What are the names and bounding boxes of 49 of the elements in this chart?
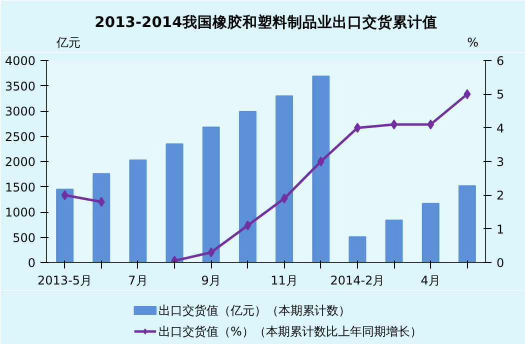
x-tick-label: 4月 bbox=[420, 274, 440, 288]
y-tick-label: 2500 bbox=[4, 130, 36, 144]
bar bbox=[276, 95, 294, 262]
y-tick-label: 3000 bbox=[4, 104, 36, 118]
x-tick-label: 11月 bbox=[270, 274, 298, 288]
bar bbox=[238, 111, 256, 262]
legend-label: 出口交货值（亿元）（本期累计数） bbox=[158, 304, 351, 318]
y-tick-label: 500 bbox=[12, 230, 36, 245]
y2-tick-label: 3 bbox=[496, 155, 504, 169]
point bbox=[61, 190, 68, 200]
bar bbox=[348, 236, 366, 262]
y-tick-label: 2000 bbox=[4, 155, 36, 169]
x-tick-label: 2013-5月 bbox=[38, 274, 92, 288]
x-tick-label: 7月 bbox=[128, 274, 148, 288]
y2-tick-label: 6 bbox=[496, 54, 504, 68]
bar bbox=[92, 173, 110, 262]
y2-tick-label: 4 bbox=[496, 121, 504, 136]
x-tick-label: 9月 bbox=[201, 274, 221, 288]
y-tick-label: 4000 bbox=[4, 54, 36, 68]
bar bbox=[166, 143, 184, 262]
point bbox=[464, 89, 471, 100]
point bbox=[98, 196, 105, 207]
bar bbox=[458, 185, 476, 262]
y2-tick-label: 5 bbox=[496, 88, 504, 102]
bar bbox=[422, 202, 440, 262]
y2-tick-label: 0 bbox=[496, 256, 504, 270]
point bbox=[317, 156, 324, 166]
point bbox=[427, 119, 434, 130]
y-tick-label: 3500 bbox=[4, 79, 36, 94]
y-tick-label: 0 bbox=[28, 256, 36, 270]
bar bbox=[56, 188, 74, 262]
bar bbox=[202, 126, 220, 262]
point bbox=[390, 119, 398, 130]
y-axis-title: 亿元 bbox=[56, 36, 81, 50]
point bbox=[280, 194, 288, 204]
point bbox=[354, 122, 361, 133]
y2-axis-title: % bbox=[467, 36, 479, 50]
y2-tick-label: 1 bbox=[496, 222, 504, 236]
point bbox=[208, 247, 215, 258]
chart-title: 2013-2014我国橡胶和塑料制品业出口交货累计值 bbox=[94, 13, 438, 31]
y-tick-label: 1500 bbox=[4, 180, 36, 194]
y2-tick-label: 2 bbox=[496, 188, 504, 203]
bar bbox=[385, 220, 403, 262]
legend-label: 出口交货值（%）（本期累计数比上年同期增长） bbox=[158, 324, 422, 338]
bar bbox=[312, 76, 330, 262]
x-tick-label: 2014-2月 bbox=[330, 274, 385, 288]
point bbox=[244, 220, 252, 230]
y-tick-label: 1000 bbox=[4, 206, 36, 220]
bar bbox=[129, 159, 147, 262]
